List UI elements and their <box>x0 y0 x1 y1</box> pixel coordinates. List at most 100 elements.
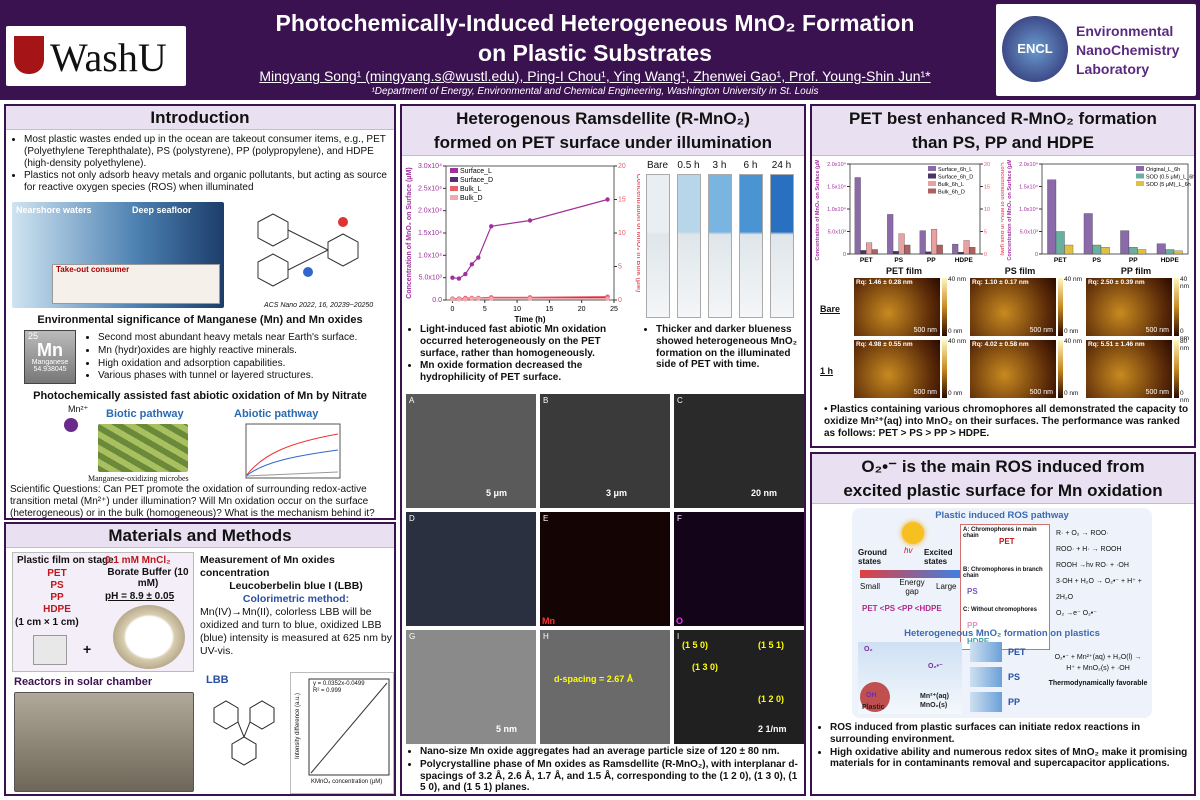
tem-image: G <box>406 630 536 744</box>
legend-swatch <box>928 166 936 171</box>
panel-letter: G <box>409 632 416 641</box>
title-line: on Plastic Substrates <box>478 40 712 66</box>
chromophore: B: Chromophores in branch chain <box>963 567 1043 579</box>
y-tick-label: 1.5x10⁴ <box>827 184 847 191</box>
x-tick-label: PET <box>1054 257 1067 264</box>
y-axis-label: Concentration of MnO₂ on Surface (μM) <box>1007 160 1013 261</box>
rq: Rq: 5.51 ± 1.46 nm <box>1088 341 1145 348</box>
bullet: Most plastic wastes ended up in the ocea… <box>24 134 390 169</box>
afm-image: Rq: 1.46 ± 0.28 nm 500 nm <box>854 278 940 336</box>
reaction: ROO· + H· → ROOH <box>1056 546 1122 553</box>
header: WashU Photochemically-Induced Heterogene… <box>0 0 1200 100</box>
bar <box>1156 243 1166 255</box>
title-line: Heterogenous Ramsdellite (R-MnO₂) <box>456 109 750 128</box>
label: Reactors in solar chamber <box>14 676 153 688</box>
microbe-image <box>98 424 188 472</box>
pathway-label: Biotic pathway <box>106 408 184 420</box>
scheme-label: O₂ <box>864 646 873 653</box>
bar <box>969 247 976 255</box>
equation-line: O₂•⁻ + Mn²⁺(aq) + H₂O(l) → <box>1054 654 1142 661</box>
tem-label: d-spacing = 2.67 Å <box>554 674 634 684</box>
tem-label: 5 nm <box>496 724 518 734</box>
lab-badge: ENCL <box>1002 16 1068 82</box>
panel-letter: H <box>543 632 549 641</box>
y2-tick-label: 15 <box>984 185 990 191</box>
y-tick-label: 5.0x10³ <box>419 275 443 282</box>
decoration <box>287 229 329 251</box>
panel-letter: A <box>409 396 415 405</box>
point <box>450 297 455 302</box>
tem-label: (1 2 0) <box>758 694 785 704</box>
section-title: O₂•⁻ is the main ROS induced from excite… <box>812 454 1194 504</box>
bullets: Nano-size Mn oxide aggregates had an ave… <box>406 746 802 794</box>
point <box>476 296 481 301</box>
point <box>456 276 462 281</box>
y-tick-label: 1.5x10⁴ <box>1019 184 1039 191</box>
legend-swatch <box>1136 173 1144 179</box>
x-axis-label: Time (h) <box>515 315 546 324</box>
point <box>469 296 475 301</box>
plastic: PP <box>50 592 64 603</box>
legend-swatch <box>1136 181 1144 186</box>
reaction: ROOH →hv RO· + ·OH <box>1056 562 1129 569</box>
colorbar-label: 40 nm <box>1180 276 1190 290</box>
figure-label: Deep seafloor <box>132 205 192 215</box>
colorbar-label: 0 nm <box>948 328 963 335</box>
colorbar-label: 0 nm <box>1180 328 1190 342</box>
reactions: R· + O₂ → ROO· ROO· + H· → ROOH ROOH →hv R… <box>1056 526 1152 622</box>
tem-label: 2 1/nm <box>758 724 787 734</box>
bullet: Polycrystalline phase of Mn oxides as Ra… <box>420 759 802 794</box>
legend-swatch <box>450 186 458 191</box>
title: Photochemically-Induced Heterogeneous Mn… <box>200 8 990 68</box>
reaction: O₂ →e⁻ O₂•⁻ <box>1056 610 1097 617</box>
legend-label: Original_L_6h <box>1146 167 1180 173</box>
label: Ground states <box>858 548 887 566</box>
plot-frame <box>1041 163 1189 255</box>
bullet: Plastics not only adsorb heavy metals an… <box>24 170 390 194</box>
colorbar-label: 40 nm <box>948 338 967 345</box>
point <box>469 262 475 267</box>
label: (1 cm × 1 cm) <box>15 617 79 628</box>
y2-tick-label: 15 <box>618 197 626 204</box>
element-name: Manganese <box>31 359 69 366</box>
bar <box>1083 213 1093 255</box>
legend-swatch <box>928 188 936 194</box>
colorbar-label: 40 nm <box>1064 338 1083 345</box>
decoration <box>308 678 390 776</box>
bar <box>936 244 943 255</box>
legend-label: SOD (0.5 μM)_L_6h <box>1146 175 1194 181</box>
decoration <box>308 678 390 776</box>
colorbar-label: 0 nm <box>1064 390 1079 397</box>
y2-axis-label: Concentration of MnO₂ in Bulk (μM) <box>635 174 640 293</box>
scheme-image <box>858 642 962 714</box>
element-tile: 25 Mn Manganese 54.938045 <box>24 330 76 384</box>
polymer: PP <box>967 621 978 630</box>
film <box>970 667 1002 687</box>
vial <box>646 174 670 318</box>
ion-label: Mn²⁺ <box>68 404 89 414</box>
bullet: High oxidative ability and numerous redo… <box>830 747 1194 771</box>
panel-letter: E <box>543 514 549 523</box>
pet-panel: PET best enhanced R-MnO₂ formation than … <box>810 104 1196 448</box>
colorbar <box>1174 340 1179 398</box>
decoration <box>249 700 275 730</box>
colorbar-label: 40 nm <box>1064 276 1083 283</box>
bullets: Second most abundant heavy metals near E… <box>84 332 389 383</box>
film-label: PS <box>1008 672 1021 682</box>
bullets: Light-induced fast abiotic Mn oxidation … <box>406 324 634 385</box>
stage-box: Plastic film on stage PET PS PP HDPE (1 cm … <box>12 552 194 672</box>
section-title: Heterogenous Ramsdellite (R-MnO₂) formed… <box>402 106 804 156</box>
decoration <box>860 682 890 712</box>
tem-image: B <box>540 394 670 508</box>
panel-letter: C <box>677 396 683 405</box>
tem-image: I <box>674 630 804 744</box>
r2: R² = 0.999 <box>313 688 342 694</box>
equation-line: H⁺ + MnO₂(s) + ·OH <box>1066 665 1130 672</box>
x-tick-label: 5 <box>483 306 487 313</box>
photo-label: 24 h <box>771 160 792 171</box>
label: LBB <box>206 674 229 686</box>
y2-tick-label: 5 <box>984 230 987 236</box>
bar <box>1055 231 1065 255</box>
bar <box>1092 244 1102 255</box>
y-tick-label: 3.0x10⁴ <box>418 163 442 170</box>
